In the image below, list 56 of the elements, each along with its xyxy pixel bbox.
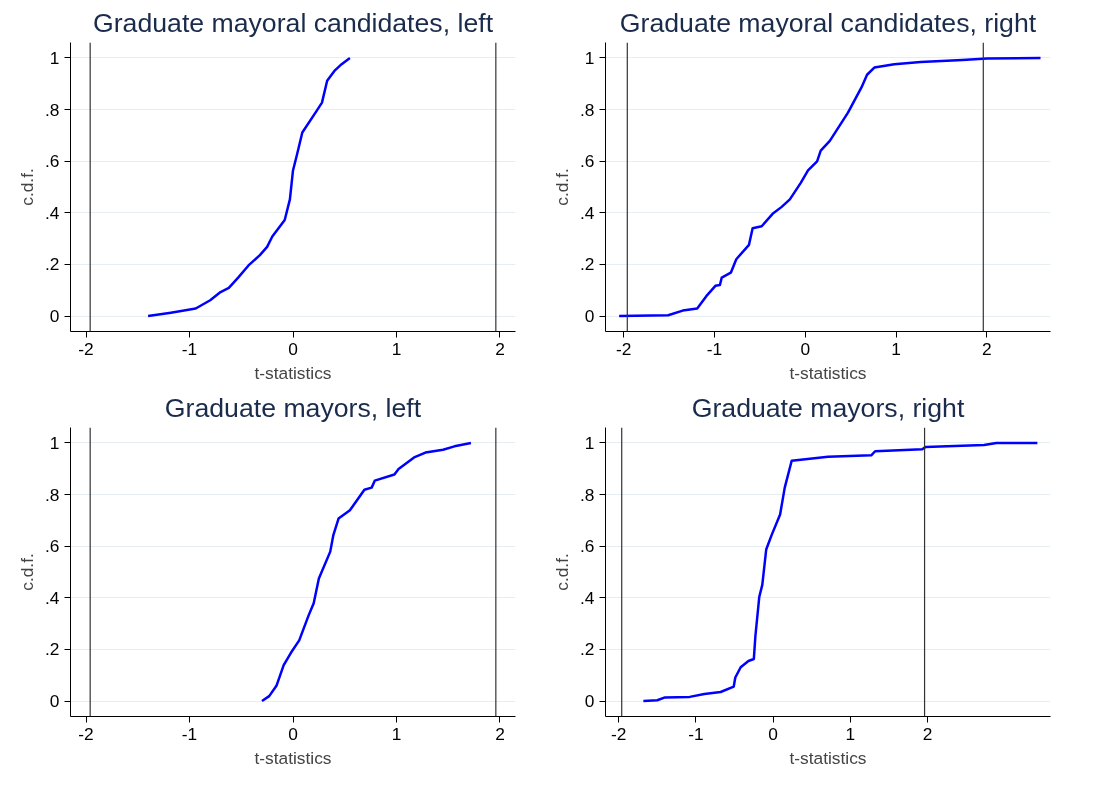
y-tick-label: .4 (45, 587, 60, 608)
y-tick-label: .6 (580, 151, 595, 172)
y-tick-label: 0 (49, 306, 60, 327)
x-axis-title: t-statistics (789, 362, 867, 383)
x-tick-label: -1 (706, 338, 723, 359)
y-tick-label: .6 (580, 536, 595, 557)
x-tick-label: 0 (288, 723, 298, 744)
chart-title: Graduate mayors, left (164, 392, 422, 423)
x-tick-label: 2 (495, 723, 505, 744)
y-tick-label: .2 (580, 639, 595, 660)
y-tick-label: .2 (580, 254, 595, 275)
y-axis-title: c.d.f. (552, 553, 573, 591)
chart-title: Graduate mayoral candidates, left (92, 7, 494, 38)
y-axis-title: c.d.f. (17, 168, 38, 206)
y-tick-label: .8 (45, 99, 60, 120)
y-tick-label: 1 (49, 47, 60, 68)
x-tick-label: 0 (800, 338, 811, 359)
y-tick-label: .8 (45, 484, 60, 505)
y-tick-label: .4 (45, 202, 60, 223)
y-tick-label: 0 (584, 691, 595, 712)
y-tick-label: .6 (45, 151, 60, 172)
y-axis-title: c.d.f. (17, 553, 38, 591)
x-tick-label: -2 (610, 723, 627, 744)
x-axis-title: t-statistics (254, 747, 332, 768)
x-tick-label: 1 (391, 723, 402, 744)
x-tick-label: -2 (78, 338, 94, 359)
x-tick-label: -1 (688, 723, 704, 744)
y-tick-label: .2 (45, 639, 60, 660)
x-tick-label: 0 (288, 338, 298, 359)
y-tick-label: 1 (49, 432, 60, 453)
x-tick-label: -2 (78, 723, 94, 744)
x-tick-label: -1 (181, 338, 198, 359)
y-tick-label: .8 (580, 484, 595, 505)
chart-title: Graduate mayoral candidates, right (619, 7, 1037, 38)
y-tick-label: .8 (580, 99, 595, 120)
chart-title: Graduate mayors, right (691, 392, 965, 423)
x-tick-label: 2 (982, 338, 992, 359)
x-axis-title: t-statistics (789, 747, 867, 768)
y-tick-label: .2 (45, 254, 60, 275)
y-tick-label: .6 (45, 536, 60, 557)
x-tick-label: 1 (891, 338, 901, 359)
y-tick-label: 1 (584, 47, 595, 68)
x-tick-label: 1 (391, 338, 402, 359)
x-tick-label: 2 (922, 723, 933, 744)
y-tick-label: 0 (49, 691, 60, 712)
y-tick-label: .4 (580, 202, 595, 223)
x-tick-label: 0 (768, 723, 778, 744)
x-tick-label: 1 (845, 723, 856, 744)
x-tick-label: -1 (181, 723, 198, 744)
y-tick-label: 0 (584, 306, 595, 327)
x-tick-label: 2 (495, 338, 505, 359)
y-axis-title: c.d.f. (552, 168, 573, 206)
x-tick-label: -2 (615, 338, 632, 359)
y-tick-label: 1 (584, 432, 595, 453)
y-tick-label: .4 (580, 587, 595, 608)
x-axis-title: t-statistics (254, 362, 332, 383)
